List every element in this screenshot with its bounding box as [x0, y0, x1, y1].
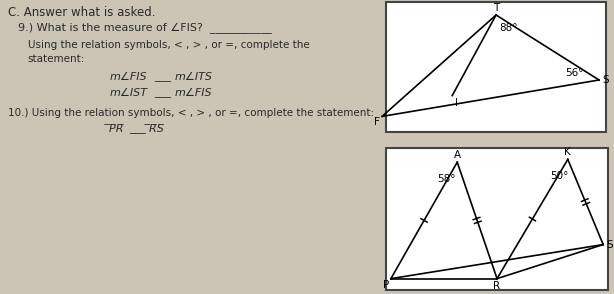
Text: statement:: statement: [28, 54, 85, 64]
Text: T: T [493, 3, 499, 13]
Text: m∠IST: m∠IST [109, 88, 147, 98]
Text: S: S [602, 75, 608, 85]
Text: P: P [383, 280, 389, 290]
Bar [386, 2, 605, 132]
Text: 9.) What is the measure of ∠FIS?  ___________: 9.) What is the measure of ∠FIS? _______… [18, 22, 271, 33]
Text: A: A [454, 150, 460, 160]
Text: ___: ___ [154, 88, 171, 98]
Text: 10.) Using the relation symbols, < , > , or =, complete the statement:: 10.) Using the relation symbols, < , > ,… [8, 108, 374, 118]
Text: m∠ITS: m∠ITS [174, 72, 212, 82]
Text: 50°: 50° [550, 171, 568, 181]
Text: ̅R̅S̅: ̅R̅S̅ [149, 124, 165, 134]
Text: ___: ___ [154, 72, 171, 82]
Text: m∠FIS: m∠FIS [109, 72, 147, 82]
Text: R: R [494, 281, 500, 291]
Text: m∠FIS: m∠FIS [174, 88, 212, 98]
Text: I: I [455, 98, 458, 108]
Text: Using the relation symbols, < , > , or =, complete the: Using the relation symbols, < , > , or =… [28, 40, 309, 50]
Text: 58°: 58° [437, 174, 456, 184]
Text: F: F [374, 117, 380, 127]
Text: K: K [564, 147, 571, 157]
Bar [386, 148, 608, 290]
Text: 56°: 56° [565, 68, 584, 78]
Text: 88°: 88° [499, 23, 518, 33]
Text: C. Answer what is asked.: C. Answer what is asked. [8, 6, 155, 19]
Text: S: S [606, 240, 613, 250]
Text: ___: ___ [130, 124, 146, 134]
Text: ̅P̅R̅: ̅P̅R̅ [109, 124, 124, 134]
